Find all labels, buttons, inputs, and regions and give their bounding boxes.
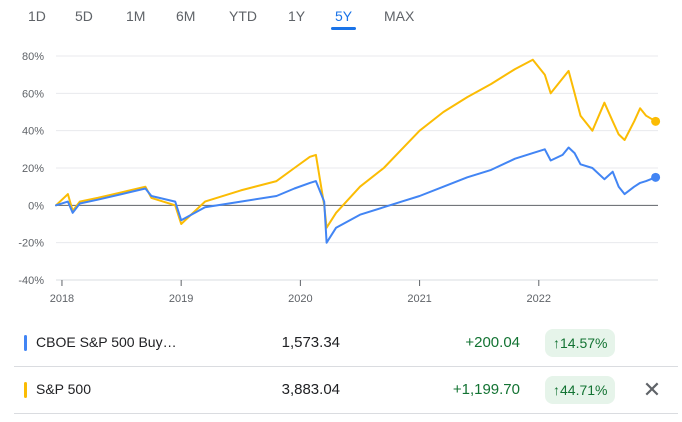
tab-1m[interactable]: 1M	[126, 8, 146, 24]
x-tick-label: 2020	[288, 293, 312, 305]
range-tabs: 1D 5D 1M 6M YTD 1Y 5Y MAX	[0, 0, 682, 34]
x-axis: 2018 2019 2020 2021 2022	[50, 279, 658, 305]
legend-row-cboe[interactable]: CBOE S&P 500 Buy… 1,573.34 +200.04 ↑14.5…	[14, 320, 678, 367]
x-tick-label: 2019	[169, 293, 193, 305]
percent-change-badge: ↑14.57%	[545, 329, 616, 357]
tab-5d[interactable]: 5D	[75, 8, 93, 24]
price-value: 3,883.04	[281, 381, 340, 398]
change-value: +200.04	[465, 334, 520, 351]
tab-max[interactable]: MAX	[384, 8, 415, 24]
y-tick-label: 20%	[22, 163, 44, 175]
percent-change-badge: ↑44.71%	[545, 376, 616, 404]
x-tick-label: 2018	[50, 293, 74, 305]
x-tick-label: 2022	[527, 293, 551, 305]
tab-6m[interactable]: 6M	[176, 8, 196, 24]
y-axis-labels: 80% 60% 40% 20% 0% -20% -40%	[18, 51, 44, 287]
tab-1d[interactable]: 1D	[28, 8, 46, 24]
close-icon[interactable]: ✕	[642, 377, 662, 402]
y-tick-label: -20%	[18, 238, 44, 250]
tab-5y[interactable]: 5Y	[330, 8, 357, 30]
series-lines	[55, 58, 661, 244]
series-line-sp500	[55, 58, 657, 229]
change-value: +1,199.70	[452, 381, 520, 398]
series-line-cboe	[55, 146, 657, 244]
y-tick-label: 40%	[22, 126, 44, 138]
y-tick-label: 80%	[22, 51, 44, 63]
y-tick-label: 60%	[22, 88, 44, 100]
ticker-name: CBOE S&P 500 Buy…	[36, 334, 177, 350]
endpoint-dot-cboe	[651, 172, 661, 182]
comparison-chart[interactable]: 80%60%40%20%0%-20%-40% 2018 2019 2020 2021 2…	[0, 36, 682, 308]
tab-1y[interactable]: 1Y	[288, 8, 306, 24]
tab-ytd[interactable]: YTD	[229, 8, 257, 24]
x-tick-label: 2021	[407, 293, 431, 305]
gridlines	[56, 55, 658, 281]
y-tick-label: 0%	[28, 200, 44, 212]
endpoint-dot-sp500	[651, 116, 661, 126]
ticker-name: S&P 500	[36, 381, 92, 397]
price-value: 1,573.34	[281, 334, 340, 351]
legend-row-sp500[interactable]: S&P 500 3,883.04 +1,199.70 ↑44.71% ✕	[14, 367, 678, 414]
y-tick-label: -40%	[18, 275, 44, 287]
series-color-swatch	[24, 335, 27, 351]
series-color-swatch	[24, 382, 27, 398]
